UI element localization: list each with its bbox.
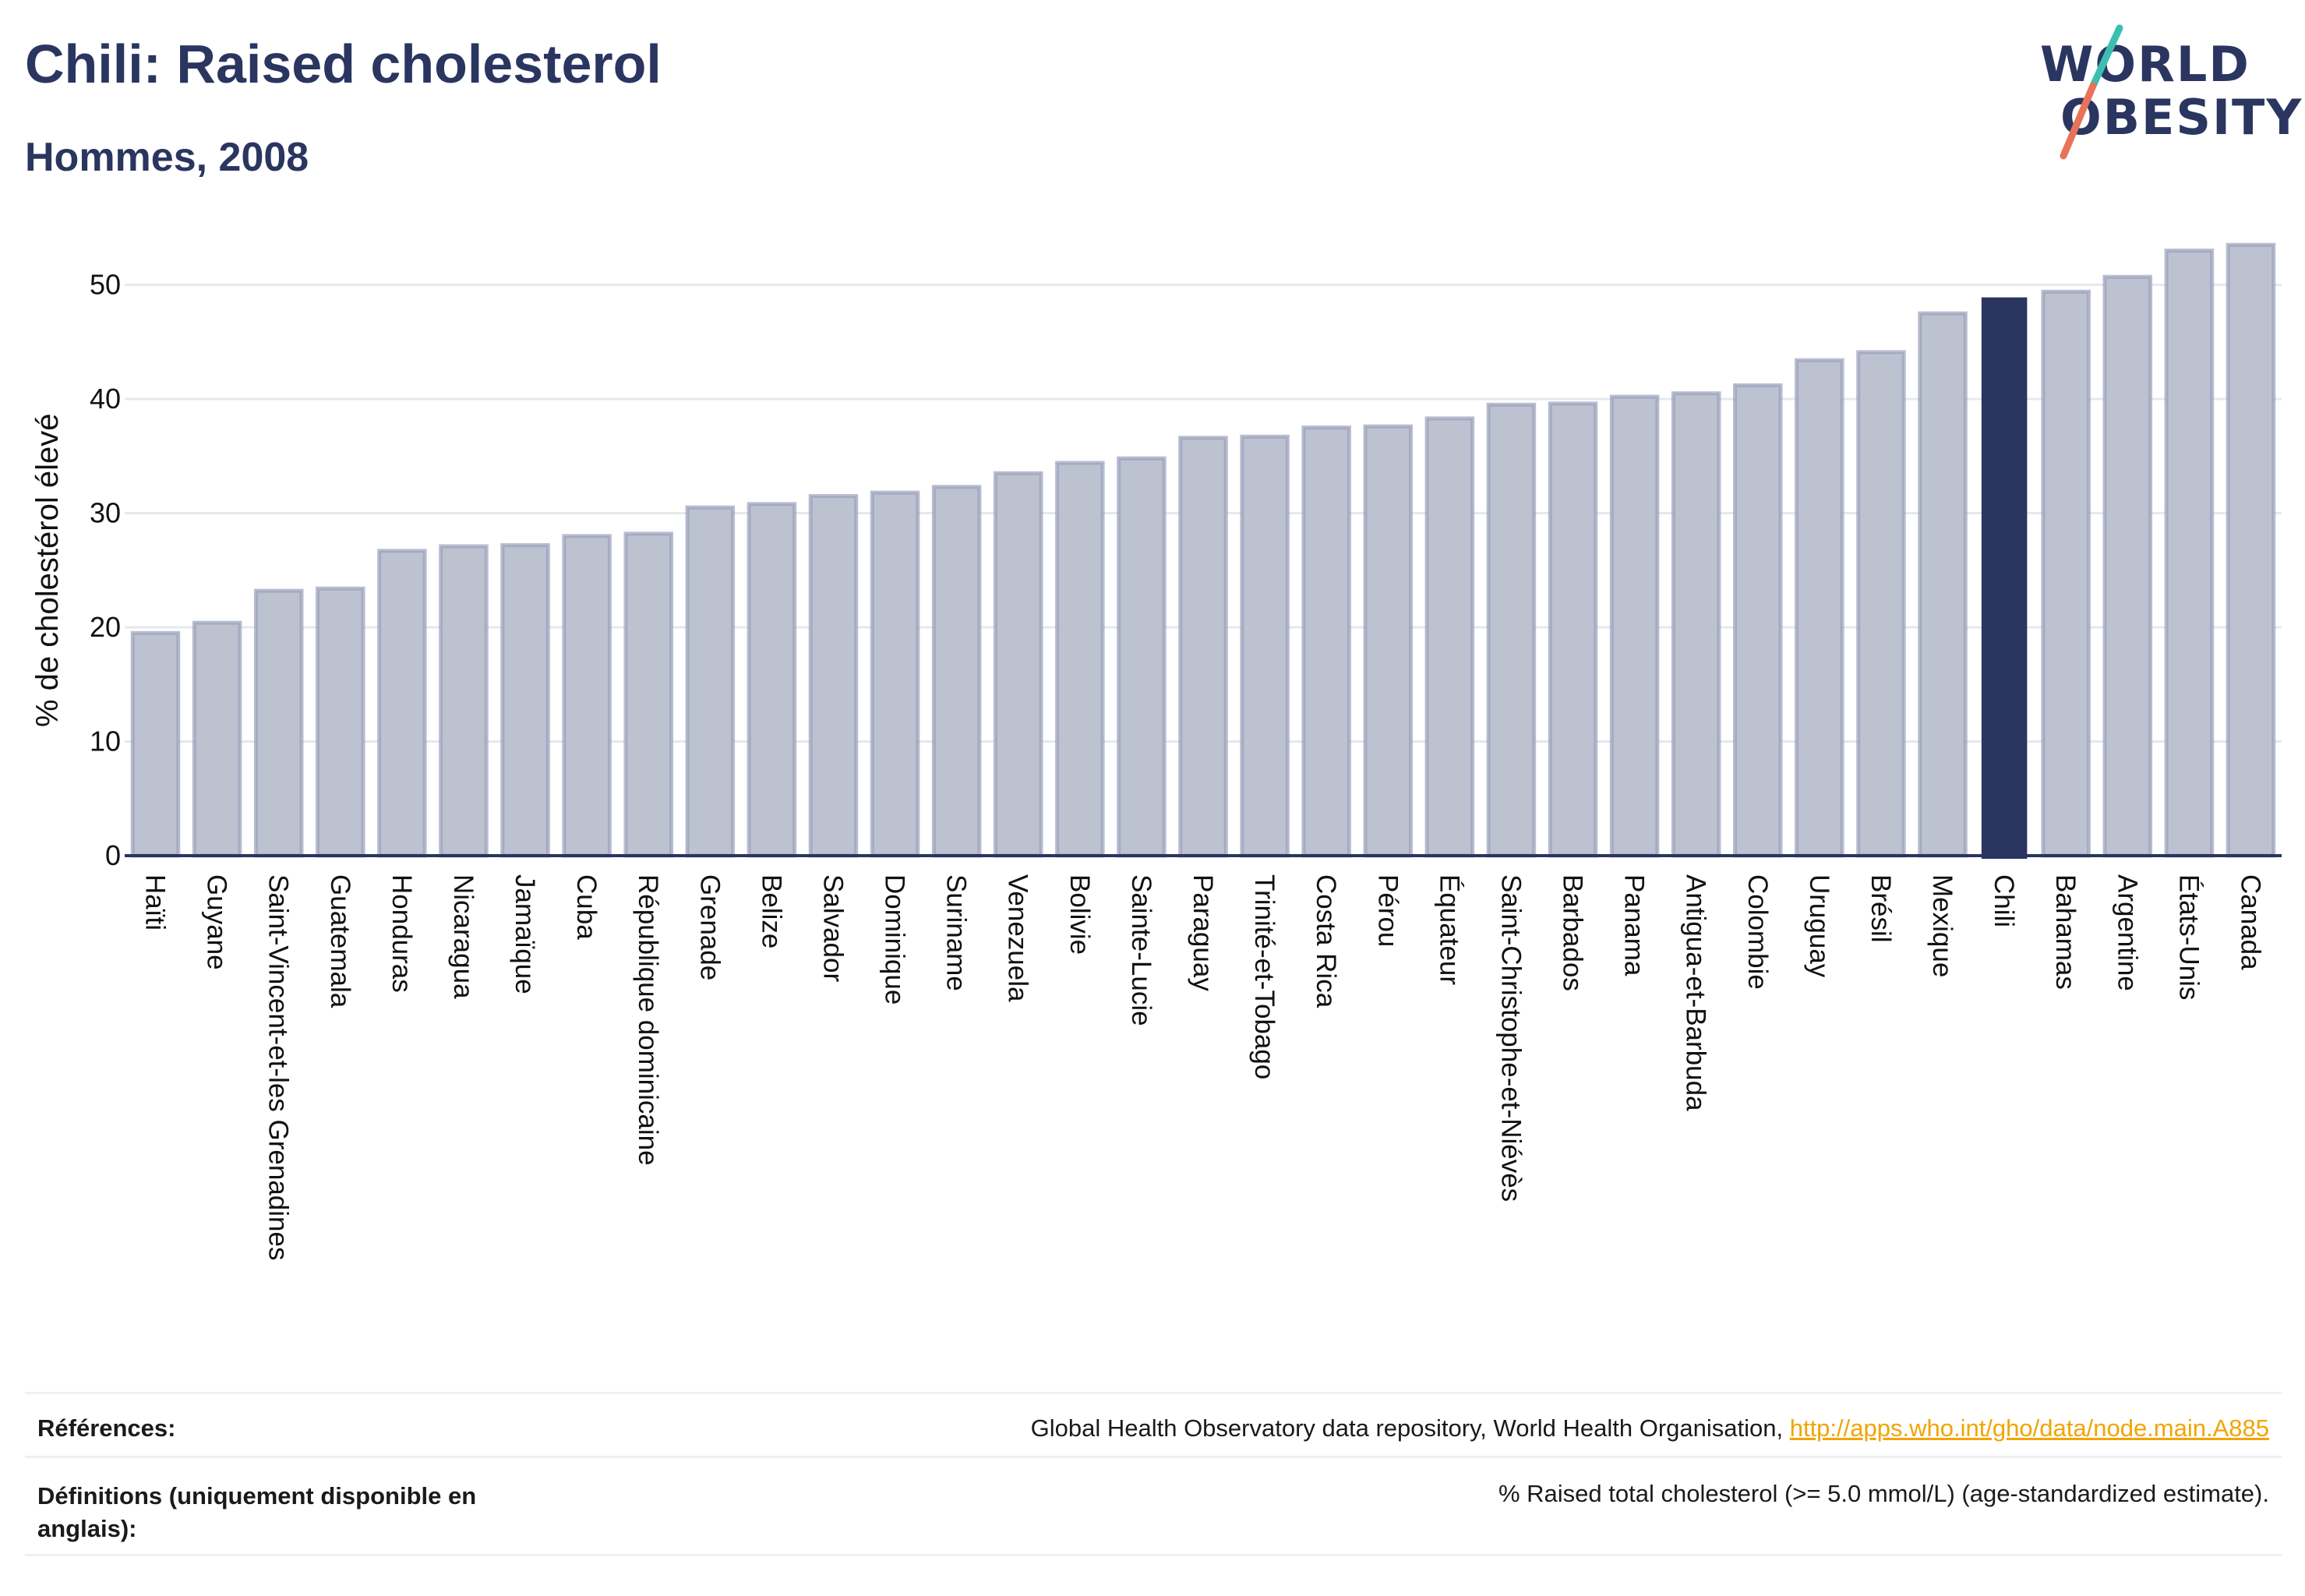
page-subtitle: Hommes, 2008 [25,135,309,180]
bar [2226,242,2276,858]
bar [1856,350,1906,858]
bar [1055,461,1105,858]
bar [1609,394,1660,858]
x-tick-label: Panama [1619,874,1650,976]
bar [316,586,365,858]
bar [500,543,550,858]
x-tick-label: Mexique [1927,874,1957,977]
bar [1363,424,1414,858]
bar [747,502,797,858]
x-tick-label: Bolivie [1064,874,1095,955]
bar [2102,274,2153,858]
x-tick-label: Jamaïque [510,874,540,994]
bar [1918,311,1968,858]
bar [130,630,181,858]
y-axis-label: % de cholestérol élevé [30,414,65,727]
logo-slash-icon [2060,24,2123,160]
world-obesity-logo: WORLD OBESITY [2026,23,2301,164]
bar [1548,401,1598,858]
bar-highlight [1981,297,2028,859]
x-tick-label: Bahamas [2050,874,2081,990]
definitions-label-line-1: Définitions (uniquement disponible en [37,1482,477,1509]
bar [377,549,427,858]
y-tick-label: 30 [90,497,121,529]
bar [192,620,242,858]
x-tick-label: Équateur [1434,874,1464,985]
x-tick-label: Barbados [1558,874,1588,991]
bar [1301,425,1351,858]
x-tick-label: Belize [756,874,786,948]
logo-line-2: OBESITY [2060,89,2303,146]
footer-references-row: Références: Global Health Observatory da… [25,1392,2282,1458]
x-tick-label: Paraguay [1188,874,1218,991]
references-text: Global Health Observatory data repositor… [1030,1414,1790,1442]
x-tick-label: Guyane [202,874,232,970]
bar [1486,402,1537,858]
bar [870,490,920,858]
x-tick-label: Venezuela [1003,874,1033,1002]
footer-bottom-rule [25,1554,2282,1558]
bar [1240,434,1290,858]
bar [931,485,982,858]
bar [808,494,859,858]
x-tick-label: Dominique [880,874,910,1005]
references-link[interactable]: http://apps.who.int/gho/data/node.main.A… [1789,1414,2269,1442]
bar [1671,391,1721,858]
x-tick-label: Haïti [140,874,171,930]
bar [1424,416,1475,858]
x-tick-label: République dominicaine [633,874,663,1166]
references-label: Références: [37,1414,176,1442]
x-tick-label: Saint-Vincent-et-les Grenadines [263,874,294,1260]
bar [1795,358,1844,858]
bar [439,544,489,858]
bar [993,471,1043,858]
definitions-text: % Raised total cholesterol (>= 5.0 mmol/… [1498,1480,2269,1507]
bar [1117,456,1167,858]
definitions-label-line-2: anglais): [37,1515,137,1542]
logo-line-1: WORLD [2040,36,2250,93]
x-tick-label: Honduras [387,874,417,993]
y-tick-label: 40 [90,383,121,415]
y-tick-label: 0 [105,839,121,871]
bar [1178,436,1228,858]
x-tick-label: Colombie [1742,874,1773,990]
bar [623,531,673,858]
x-tick-label: Antigua-et-Barbuda [1681,874,1711,1111]
x-tick-label: Sainte-Lucie [1126,874,1156,1026]
bar [562,534,612,858]
x-tick-label: Brésil [1866,874,1896,943]
x-tick-label: États-Unis [2173,874,2204,1000]
bar-chart: 0 10 20 30 40 50 % de cholestérol élevé Haïti Gu… [30,242,2282,1260]
x-tick-label: Guatemala [325,874,355,1008]
references-value: Global Health Observatory data repositor… [1031,1414,2269,1442]
page-title: Chili: Raised cholesterol [25,34,662,94]
footer-definitions-row: Définitions (uniquement disponible en an… [25,1456,2282,1556]
x-tick-label: Argentine [2112,874,2142,991]
x-tick-label: Chili [1989,874,2019,927]
y-tick-label: 10 [90,726,121,757]
x-tick-label: Canada [2235,874,2265,970]
y-tick-label: 50 [90,269,121,301]
bar [2164,249,2215,858]
x-tick-label: Nicaragua [448,874,478,999]
x-tick-label: Grenade [694,874,725,980]
x-tick-label: Costa Rica [1311,874,1341,1008]
x-tick-label: Suriname [941,874,972,991]
y-tick-label: 20 [90,611,121,643]
definitions-label: Définitions (uniquement disponible en an… [37,1480,476,1545]
x-tick-label: Salvador [817,874,848,982]
bar [253,588,304,858]
x-tick-label: Saint-Christophe-et-Niévès [1495,874,1526,1202]
bar [1733,383,1783,858]
bar [2041,289,2091,858]
x-tick-label: Pérou [1372,874,1403,947]
x-tick-label: Uruguay [1804,874,1834,978]
x-tick-label: Cuba [571,874,602,940]
x-tick-label: Trinité-et-Tobago [1249,874,1280,1079]
bar [685,505,736,858]
